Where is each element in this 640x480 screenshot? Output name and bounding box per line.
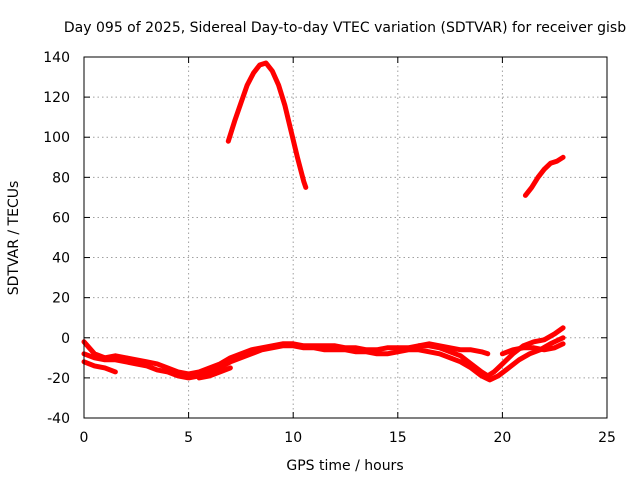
y-tick-label: 140	[43, 50, 70, 66]
y-tick-label: 100	[43, 130, 70, 146]
x-tick-label: 15	[389, 430, 407, 446]
y-tick-label: 80	[52, 170, 70, 186]
series-band-3	[81, 359, 118, 375]
axis-ticks: 0 5 10 15 20 25 -40 -20 0 20 40 60 80 100 120 140	[43, 50, 616, 446]
y-axis-label: SDTVAR / TECUs	[6, 181, 22, 296]
x-axis-label: GPS time / hours	[286, 458, 403, 474]
series-band-6	[499, 341, 566, 357]
series-band-1	[81, 325, 566, 379]
y-tick-label: -40	[47, 411, 70, 427]
series-arc-1	[225, 60, 309, 190]
y-tick-label: 20	[52, 291, 70, 307]
data-series	[81, 60, 566, 383]
plot-frame	[83, 56, 608, 419]
y-tick-label: -20	[47, 371, 70, 387]
y-tick-label: 40	[52, 251, 70, 267]
chart-title: Day 095 of 2025, Sidereal Day-to-day VTE…	[64, 20, 626, 36]
x-tick-label: 0	[80, 430, 89, 446]
y-tick-label: 60	[52, 210, 70, 226]
x-tick-label: 25	[598, 430, 616, 446]
series-arc-2	[522, 154, 566, 198]
series-band-2	[81, 335, 566, 383]
y-tick-label: 120	[43, 90, 70, 106]
x-tick-label: 5	[184, 430, 193, 446]
series-band-4	[196, 365, 233, 381]
grid-lines	[84, 57, 607, 418]
y-tick-label: 0	[61, 331, 70, 347]
x-tick-label: 10	[284, 430, 302, 446]
x-tick-label: 20	[493, 430, 511, 446]
series-band-5	[416, 341, 491, 357]
